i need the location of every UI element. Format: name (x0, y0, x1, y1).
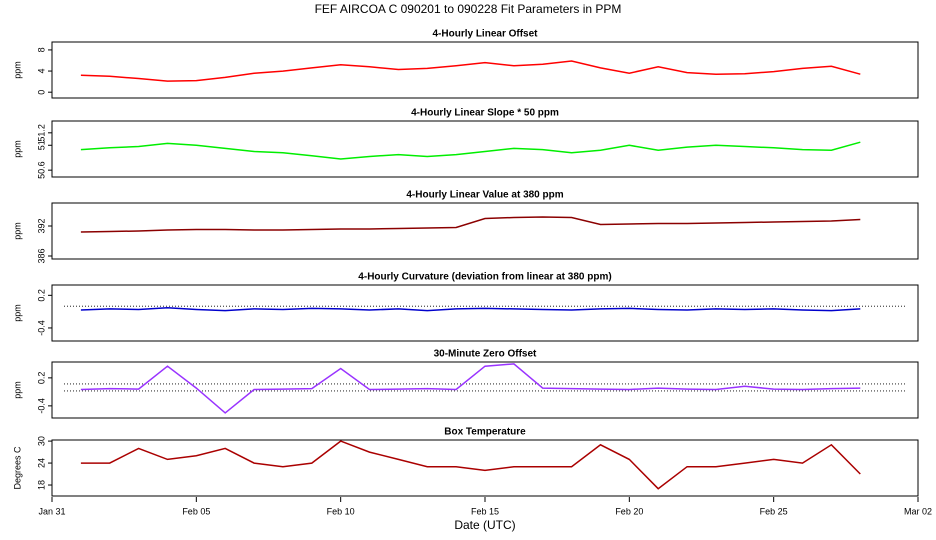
data-line (80, 216, 861, 233)
x-axis-label: Date (UTC) (454, 518, 515, 532)
x-tick-label: Feb 15 (471, 506, 499, 516)
y-axis-label: ppm (12, 304, 22, 322)
panel-title: 4-Hourly Linear Value at 380 ppm (406, 190, 563, 201)
data-line (80, 307, 861, 312)
panel-title: 4-Hourly Linear Slope * 50 ppm (411, 108, 559, 119)
y-axis-label: ppm (12, 222, 22, 240)
x-tick-label: Feb 05 (182, 506, 210, 516)
plot-frame (51, 284, 919, 342)
y-axis-label: ppm (12, 381, 22, 399)
y-tick-label: 0.2 (36, 289, 46, 302)
plot-frame (51, 202, 919, 260)
y-tick-label: -0.4 (36, 320, 46, 336)
data-line (80, 363, 861, 414)
y-tick-label: 4 (36, 69, 46, 74)
plot-frame (51, 120, 919, 178)
data-line (80, 141, 861, 160)
y-axis-label: Degrees C (12, 446, 22, 490)
x-tick-label: Feb 10 (327, 506, 355, 516)
y-tick-label: 51.2 (36, 124, 46, 142)
plot-frame (51, 361, 919, 419)
panel-title: 4-Hourly Curvature (deviation from linea… (358, 272, 611, 283)
panel-title: Box Temperature (444, 427, 526, 438)
x-tick-label: Feb 25 (760, 506, 788, 516)
y-tick-label: 30 (36, 436, 46, 446)
x-tick-label: Feb 20 (615, 506, 643, 516)
page-title: FEF AIRCOA C 090201 to 090228 Fit Parame… (315, 2, 622, 16)
y-tick-label: 392 (36, 218, 46, 233)
x-tick-label: Mar 02 (904, 506, 932, 516)
y-axis-label: ppm (12, 140, 22, 158)
plot-frame (51, 41, 919, 99)
y-tick-label: 24 (36, 458, 46, 468)
y-tick-label: 386 (36, 248, 46, 263)
y-tick-label: 8 (36, 47, 46, 52)
data-line (80, 440, 861, 490)
y-tick-label: 0.2 (36, 372, 46, 385)
y-tick-label: 50.6 (36, 161, 46, 179)
panel-title: 30-Minute Zero Offset (434, 349, 537, 360)
x-tick-label: Jan 31 (38, 506, 65, 516)
y-tick-label: 0 (36, 90, 46, 95)
data-line (80, 60, 861, 82)
y-tick-label: 51 (36, 140, 46, 150)
y-tick-label: -0.4 (36, 398, 46, 414)
panel-title: 4-Hourly Linear Offset (432, 29, 538, 40)
y-axis-label: ppm (12, 61, 22, 79)
plot-frame (51, 439, 919, 497)
y-tick-label: 18 (36, 480, 46, 490)
